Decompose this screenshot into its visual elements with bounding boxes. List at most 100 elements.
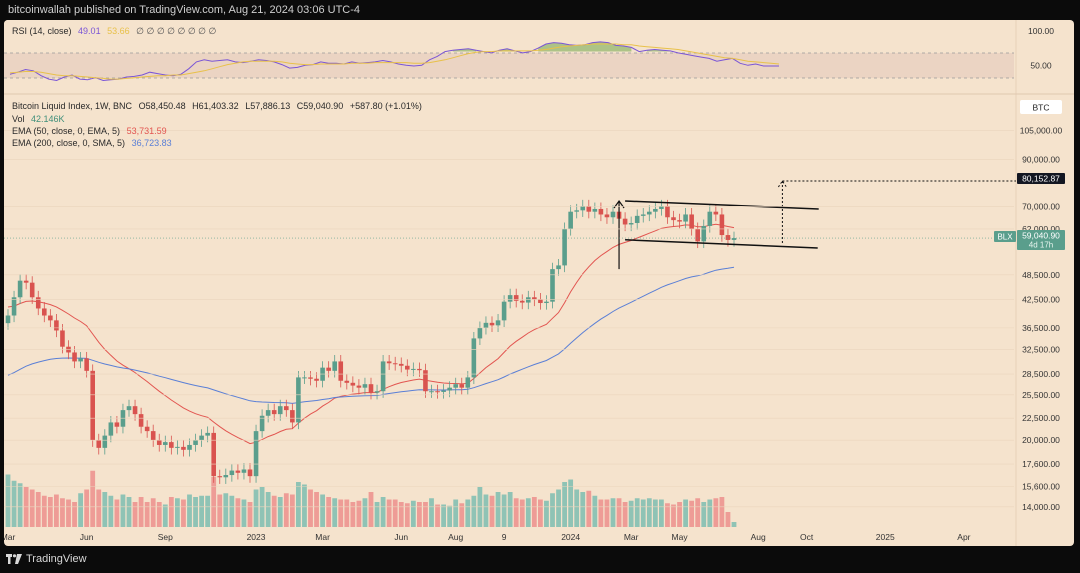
volume-bar bbox=[138, 497, 144, 527]
candle-body bbox=[713, 211, 719, 215]
candle-body bbox=[217, 476, 223, 478]
candle-body bbox=[48, 315, 53, 321]
volume-bar bbox=[66, 499, 71, 527]
candle-body bbox=[598, 208, 604, 215]
price-tick-label: 90,000.00 bbox=[1022, 154, 1060, 164]
candle-body bbox=[447, 387, 452, 391]
volume-bar bbox=[531, 497, 537, 527]
volume-bar bbox=[253, 489, 259, 527]
currency-badge-box bbox=[1020, 100, 1062, 114]
candle-body bbox=[60, 330, 65, 347]
volume-bar bbox=[314, 492, 319, 527]
volume-bar bbox=[217, 494, 223, 527]
volume-bar bbox=[108, 495, 114, 527]
candle-body bbox=[683, 214, 688, 222]
footer-brand: TradingView bbox=[26, 553, 87, 565]
volume-bar bbox=[501, 494, 507, 527]
price-tick-label: 15,600.00 bbox=[1022, 482, 1060, 492]
volume-bar bbox=[54, 494, 59, 527]
volume-bar bbox=[519, 499, 525, 527]
volume-bar bbox=[41, 495, 47, 527]
price-tick-label: 105,000.00 bbox=[1020, 126, 1063, 136]
volume-bar bbox=[417, 502, 422, 527]
rsi-extras: ∅ ∅ ∅ ∅ ∅ ∅ ∅ ∅ bbox=[136, 26, 217, 36]
time-tick-label: 9 bbox=[502, 532, 507, 542]
candle-body bbox=[477, 327, 483, 339]
candle-body bbox=[489, 322, 495, 326]
volume-bar bbox=[616, 498, 622, 527]
candle-body bbox=[405, 365, 410, 370]
candle-body bbox=[417, 368, 422, 371]
volume-bar bbox=[459, 503, 465, 527]
candle-body bbox=[169, 442, 174, 448]
time-tick-label: Mar bbox=[4, 532, 15, 542]
volume-bar bbox=[205, 495, 211, 527]
volume-bar bbox=[241, 499, 247, 527]
candle-body bbox=[211, 432, 216, 477]
price-tick-label: 48,500.00 bbox=[1022, 270, 1060, 280]
symbol-tag: BLX bbox=[997, 233, 1013, 242]
flag-upper-trendline bbox=[625, 200, 819, 210]
volume-bar bbox=[235, 498, 241, 527]
volume-bar bbox=[132, 502, 138, 527]
price-tick-label: 22,500.00 bbox=[1022, 413, 1060, 423]
tradingview-logo-icon bbox=[6, 554, 22, 564]
candle-body bbox=[259, 415, 265, 432]
candle-body bbox=[199, 435, 204, 441]
candle-body bbox=[277, 406, 283, 415]
volume-bar bbox=[701, 502, 707, 527]
last-price-box bbox=[1017, 230, 1065, 250]
volume-bar bbox=[404, 503, 410, 527]
volume-bar bbox=[114, 499, 120, 527]
candle-body bbox=[193, 440, 198, 445]
volume-bar bbox=[556, 489, 561, 527]
volume-bar bbox=[120, 494, 126, 527]
currency-badge[interactable]: BTC bbox=[1033, 103, 1050, 113]
time-tick-label: 2023 bbox=[247, 532, 266, 542]
rsi-axis: 100.00 50.00 bbox=[1028, 26, 1054, 70]
volume-bar bbox=[265, 492, 271, 527]
candle-body bbox=[314, 378, 319, 381]
time-axis: Mar Jun Sep 2023 Mar Jun Aug 9 2024 Mar May Aug Oct 2… bbox=[4, 532, 971, 542]
volume-bars bbox=[5, 470, 737, 527]
candle-body bbox=[429, 391, 434, 393]
footer: TradingView bbox=[6, 553, 87, 565]
candle-body bbox=[326, 367, 331, 371]
candle-body bbox=[586, 206, 592, 212]
volume-bar bbox=[229, 495, 235, 527]
candle-body bbox=[284, 406, 289, 411]
candle-body bbox=[29, 282, 35, 298]
candle-body bbox=[634, 215, 640, 224]
candle-body bbox=[622, 218, 628, 225]
volume-bar bbox=[665, 503, 670, 527]
candle-body bbox=[441, 390, 446, 392]
volume-bar bbox=[362, 498, 368, 527]
volume-bar bbox=[193, 497, 198, 527]
ohlc-open: O58,450.48 bbox=[138, 101, 186, 111]
volume-bar bbox=[634, 498, 640, 527]
candle-body bbox=[350, 382, 356, 386]
volume-bar bbox=[308, 489, 313, 527]
symbol-tag-box bbox=[994, 231, 1016, 242]
candle-body bbox=[374, 391, 380, 393]
volume-bar bbox=[320, 494, 325, 527]
candle-body bbox=[356, 385, 362, 388]
candle-body bbox=[132, 406, 138, 415]
volume-bar bbox=[374, 502, 380, 527]
chart-svg[interactable]: 100.00 50.00 105,000.00 90,000.00 70,000.00… bbox=[4, 20, 1074, 546]
rsi-tick-label: 100.00 bbox=[1028, 26, 1054, 36]
last-price-label: 59,040.90 bbox=[1022, 231, 1060, 241]
candle-body bbox=[344, 380, 350, 383]
candle-body bbox=[205, 432, 210, 436]
ohlc-low: L57,886.13 bbox=[245, 101, 291, 111]
volume-bar bbox=[175, 498, 180, 527]
volume-bar bbox=[283, 493, 289, 527]
main-legend-line1: Bitcoin Liquid Index, 1W, BNC O58,450.48… bbox=[12, 101, 426, 111]
candle-body bbox=[653, 208, 658, 212]
candle-body bbox=[459, 384, 465, 388]
volume-bar bbox=[338, 499, 344, 527]
volume-bar bbox=[356, 500, 362, 527]
chart-area[interactable]: 100.00 50.00 105,000.00 90,000.00 70,000.00… bbox=[4, 20, 1074, 546]
time-tick-label: Apr bbox=[957, 532, 970, 542]
